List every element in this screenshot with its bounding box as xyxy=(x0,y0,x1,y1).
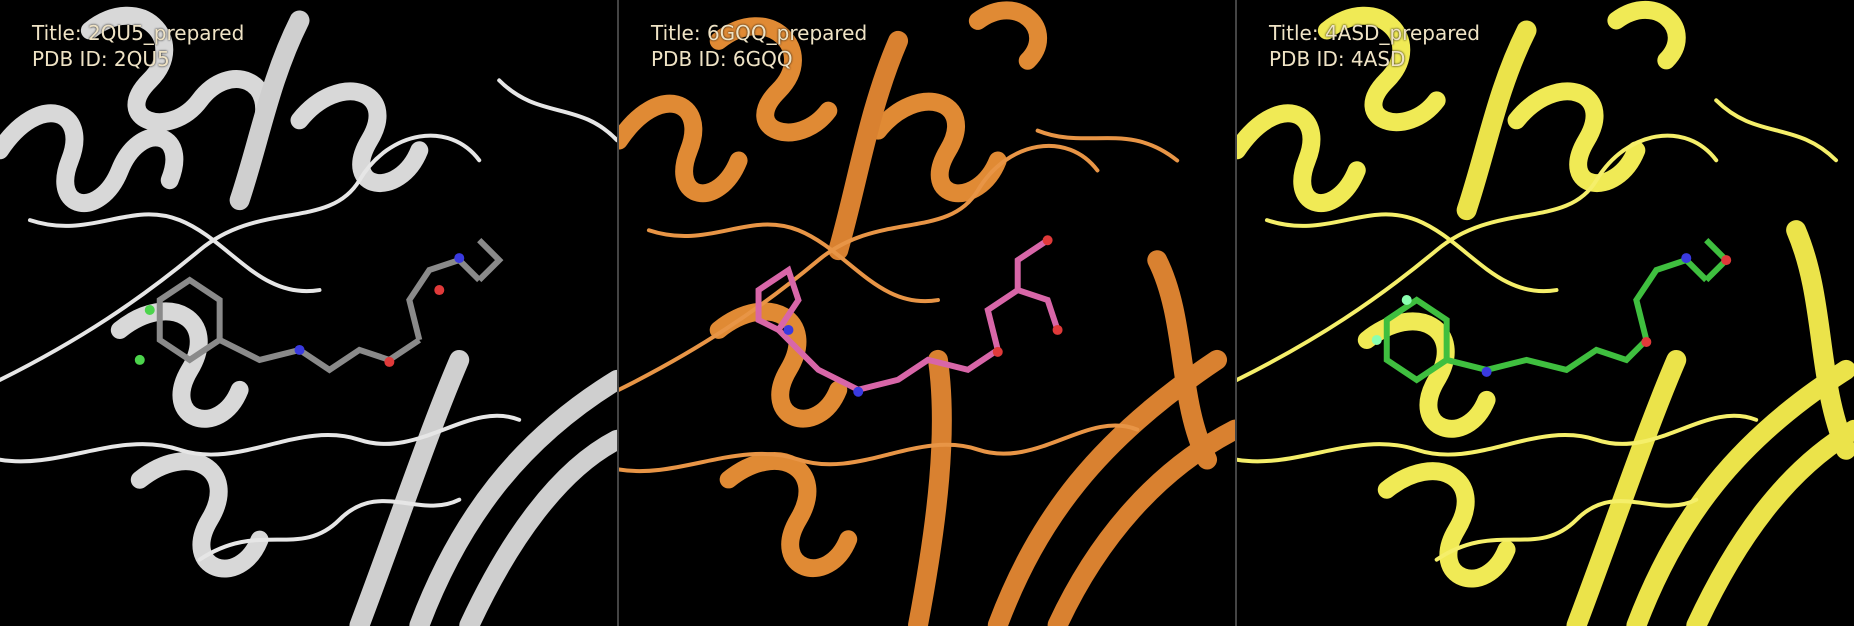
protein-render-4asd[interactable] xyxy=(1237,0,1854,626)
structure-panel-4asd[interactable]: Title: 4ASD_prepared PDB ID: 4ASD xyxy=(1236,0,1854,626)
ligand-heteroatoms xyxy=(1371,253,1732,377)
loop-coils xyxy=(619,128,1180,474)
structure-info-overlay: Title: 2QU5_prepared PDB ID: 2QU5 xyxy=(32,20,244,72)
structure-title: Title: 6GQQ_prepared xyxy=(651,21,868,45)
helix-ribbons xyxy=(0,6,429,578)
protein-render-6gqq[interactable] xyxy=(619,0,1235,626)
loop-coils xyxy=(0,78,617,562)
pdb-id-label: PDB ID: 4ASD xyxy=(1269,47,1406,71)
structure-title: Title: 2QU5_prepared xyxy=(32,21,245,45)
ligand-heteroatoms xyxy=(134,253,465,367)
helix-ribbons xyxy=(1237,0,1686,588)
structure-info-overlay: Title: 4ASD_prepared PDB ID: 4ASD xyxy=(1269,20,1480,72)
structure-info-overlay: Title: 6GQQ_prepared PDB ID: 6GQQ xyxy=(651,20,867,72)
pdb-id-label: PDB ID: 2QU5 xyxy=(32,47,170,71)
protein-render-2qu5[interactable] xyxy=(0,0,617,626)
ligand-heteroatoms xyxy=(783,235,1063,397)
ligand-sticks xyxy=(156,238,504,374)
beta-sheet-ribbons xyxy=(1456,20,1854,626)
structure-panel-2qu5[interactable]: Title: 2QU5_prepared PDB ID: 2QU5 xyxy=(0,0,618,626)
pdb-id-label: PDB ID: 6GQQ xyxy=(651,47,793,71)
ligand-sticks xyxy=(755,237,1061,393)
helix-ribbons xyxy=(619,1,1048,577)
loop-coils xyxy=(1237,98,1839,562)
beta-sheet-ribbons xyxy=(828,30,1235,626)
beta-sheet-ribbons xyxy=(229,10,617,626)
structure-title: Title: 4ASD_prepared xyxy=(1269,21,1480,45)
structure-panel-6gqq[interactable]: Title: 6GQQ_prepared PDB ID: 6GQQ xyxy=(618,0,1236,626)
